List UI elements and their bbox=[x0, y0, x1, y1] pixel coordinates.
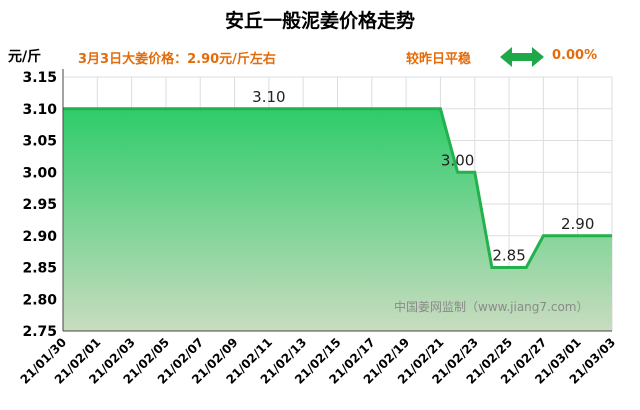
y-tick-label: 2.90 bbox=[22, 229, 57, 245]
chart-title: 安丘一般泥姜价格走势 bbox=[224, 10, 415, 32]
price-status: 较昨日平稳 bbox=[406, 52, 472, 67]
data-label: 2.90 bbox=[561, 215, 594, 233]
price-note: 3月3日大姜价格：2.90元/斤左右 bbox=[78, 52, 276, 67]
y-tick-label: 3.00 bbox=[22, 165, 57, 181]
y-tick-label: 3.05 bbox=[22, 134, 57, 150]
data-label: 3.10 bbox=[252, 88, 285, 106]
price-change: 0.00% bbox=[552, 48, 598, 63]
y-tick-label: 2.75 bbox=[22, 324, 57, 340]
y-unit-label: 元/斤 bbox=[8, 49, 42, 65]
y-tick-label: 2.80 bbox=[22, 292, 57, 308]
price-line bbox=[63, 107, 612, 269]
data-label: 2.85 bbox=[492, 247, 525, 265]
price-area bbox=[63, 108, 612, 331]
watermark: 中国姜网监制（www.jiang7.com） bbox=[394, 299, 588, 314]
y-tick-label: 3.15 bbox=[22, 70, 57, 86]
y-tick-label: 2.85 bbox=[22, 261, 57, 277]
y-tick-label: 3.10 bbox=[22, 102, 57, 118]
y-tick-label: 2.95 bbox=[22, 197, 57, 213]
left-right-arrow-icon bbox=[500, 47, 544, 67]
data-label: 3.00 bbox=[441, 151, 474, 169]
